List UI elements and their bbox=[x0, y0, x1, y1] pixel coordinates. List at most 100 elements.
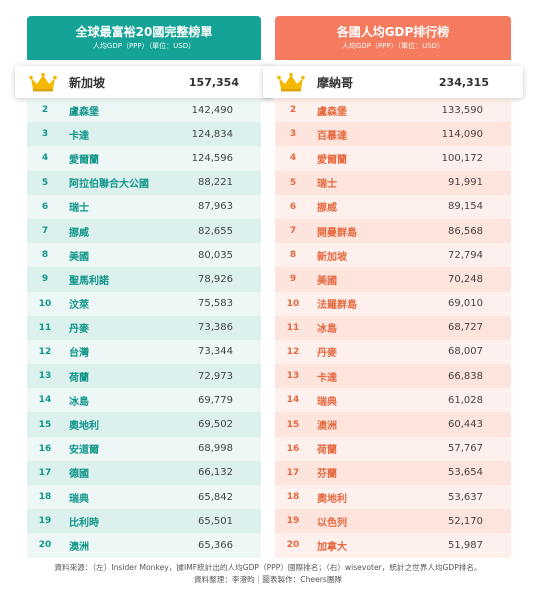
rank-number: 5 bbox=[41, 177, 49, 188]
gdp-value: 88,221 bbox=[198, 177, 233, 189]
rank-number: 15 bbox=[38, 419, 52, 430]
rank-number: 5 bbox=[289, 177, 297, 188]
table-row: 20 加拿大 51,987 bbox=[275, 533, 511, 558]
country-name: 汶萊 bbox=[69, 300, 89, 312]
source-footer: 資料來源：（左）Insider Monkey，據IMF統計出的人均GDP（PPP… bbox=[0, 562, 536, 586]
table-row: 15 澳洲 60,443 bbox=[275, 412, 511, 436]
country-name: 丹麥 bbox=[317, 348, 337, 360]
rank-number: 18 bbox=[286, 492, 300, 503]
gdp-value: 61,028 bbox=[448, 394, 483, 406]
country-name: 美國 bbox=[317, 275, 337, 287]
gdp-value: 57,767 bbox=[448, 443, 483, 455]
rank-number: 19 bbox=[286, 516, 300, 527]
country-name: 奧地利 bbox=[317, 493, 347, 505]
gdp-value: 234,315 bbox=[438, 75, 489, 89]
gdp-value: 69,779 bbox=[198, 394, 233, 406]
rank-number: 14 bbox=[286, 395, 300, 406]
rank-number: 18 bbox=[38, 492, 52, 503]
country-name: 丹麥 bbox=[69, 324, 89, 336]
country-name: 新加坡 bbox=[69, 75, 106, 90]
table-row: 7 挪威 82,655 bbox=[27, 219, 261, 243]
crown-icon bbox=[29, 72, 57, 92]
gdp-value: 70,248 bbox=[448, 273, 483, 285]
gdp-value: 52,170 bbox=[448, 515, 483, 527]
rank-number: 10 bbox=[286, 298, 300, 309]
rank-number: 17 bbox=[38, 467, 52, 478]
table-subtitle: 人均GDP（PPP）（單位：USD） bbox=[92, 42, 196, 50]
table-row: 12 丹麥 68,007 bbox=[275, 339, 511, 365]
table-row: 12 台灣 73,344 bbox=[27, 339, 261, 365]
gdp-value: 69,010 bbox=[448, 298, 483, 310]
table-row: 9 美國 70,248 bbox=[275, 267, 511, 291]
rank-number: 2 bbox=[289, 105, 297, 116]
gdp-ranking-table: 各國人均GDP排行榜 人均GDP（PPP）（單位：USD） 摩納哥 234,31… bbox=[263, 16, 523, 558]
table-row: 3 卡達 124,834 bbox=[27, 122, 261, 146]
country-name: 挪威 bbox=[69, 227, 89, 239]
rank-number: 6 bbox=[289, 201, 297, 212]
rank-number: 13 bbox=[38, 371, 52, 382]
table-row: 20 澳洲 65,366 bbox=[27, 533, 261, 558]
country-name: 瑞典 bbox=[69, 493, 89, 505]
table-row: 14 瑞典 61,028 bbox=[275, 388, 511, 413]
gdp-value: 65,842 bbox=[198, 491, 233, 503]
country-name: 摩納哥 bbox=[317, 75, 354, 90]
gdp-value: 68,998 bbox=[198, 443, 233, 455]
rank-number: 20 bbox=[38, 540, 52, 551]
table-row: 10 法羅群島 69,010 bbox=[275, 291, 511, 316]
rank-number: 11 bbox=[38, 322, 52, 333]
table-row: 2 盧森堡 142,490 bbox=[27, 98, 261, 123]
country-name: 挪威 bbox=[317, 203, 337, 215]
gdp-value: 53,654 bbox=[448, 467, 483, 479]
gdp-value: 73,344 bbox=[198, 346, 233, 358]
country-name: 卡達 bbox=[69, 130, 89, 142]
country-name: 愛爾蘭 bbox=[69, 154, 99, 166]
rank-number: 7 bbox=[41, 226, 49, 237]
gdp-value: 68,007 bbox=[448, 346, 483, 358]
rank-number: 17 bbox=[286, 467, 300, 478]
country-name: 盧森堡 bbox=[317, 106, 347, 118]
table-row: 4 愛爾蘭 100,172 bbox=[275, 146, 511, 171]
gdp-value: 89,154 bbox=[448, 201, 483, 213]
rank-number: 8 bbox=[41, 250, 49, 261]
table-row: 11 冰島 68,727 bbox=[275, 316, 511, 340]
rank-number: 7 bbox=[289, 226, 297, 237]
rank-number: 15 bbox=[286, 419, 300, 430]
gdp-value: 82,655 bbox=[198, 225, 233, 237]
rank-number: 13 bbox=[286, 371, 300, 382]
table-row: 15 奧地利 69,502 bbox=[27, 412, 261, 436]
credits-note: 資料整理：李澄昀｜圖表製作：Cheers團隊 bbox=[193, 575, 343, 584]
country-name: 德國 bbox=[69, 469, 89, 481]
gdp-value: 72,973 bbox=[198, 370, 233, 382]
country-name: 荷蘭 bbox=[69, 372, 89, 384]
gdp-value: 142,490 bbox=[191, 104, 233, 116]
country-name: 荷蘭 bbox=[317, 445, 337, 457]
rank-number: 11 bbox=[286, 322, 300, 333]
country-name: 美國 bbox=[69, 251, 89, 263]
richest-countries-table: 全球最富裕20國完整榜單 人均GDP（PPP）（單位：USD） 新加坡 157,… bbox=[15, 16, 273, 558]
rank-number: 12 bbox=[286, 346, 300, 357]
table-row: 19 比利時 65,501 bbox=[27, 509, 261, 533]
rank-number: 10 bbox=[38, 298, 52, 309]
table-header: 全球最富裕20國完整榜單 人均GDP（PPP）（單位：USD） bbox=[27, 16, 261, 60]
country-name: 奧地利 bbox=[69, 421, 99, 433]
rank-number: 4 bbox=[41, 153, 49, 164]
gdp-value: 51,987 bbox=[448, 539, 483, 551]
table-row: 8 美國 80,035 bbox=[27, 243, 261, 268]
table-row: 4 愛爾蘭 124,596 bbox=[27, 146, 261, 171]
gdp-value: 66,838 bbox=[448, 370, 483, 382]
table-header: 各國人均GDP排行榜 人均GDP（PPP）（單位：USD） bbox=[275, 16, 511, 60]
table-row: 6 瑞士 87,963 bbox=[27, 194, 261, 219]
country-name: 瑞典 bbox=[317, 396, 337, 408]
gdp-value: 133,590 bbox=[441, 104, 483, 116]
country-name: 新加坡 bbox=[317, 251, 347, 263]
rank-number: 6 bbox=[41, 201, 49, 212]
gdp-value: 124,834 bbox=[191, 128, 233, 140]
gdp-value: 124,596 bbox=[191, 152, 233, 164]
table-row: 7 開曼群島 86,568 bbox=[275, 219, 511, 243]
top-rank-row: 新加坡 157,354 bbox=[15, 66, 273, 98]
table-subtitle: 人均GDP（PPP）（單位：USD） bbox=[341, 42, 445, 50]
table-row: 5 瑞士 91,991 bbox=[275, 171, 511, 195]
country-name: 百慕達 bbox=[317, 130, 347, 142]
country-name: 盧森堡 bbox=[69, 106, 99, 118]
top-rank-row: 摩納哥 234,315 bbox=[263, 66, 523, 98]
